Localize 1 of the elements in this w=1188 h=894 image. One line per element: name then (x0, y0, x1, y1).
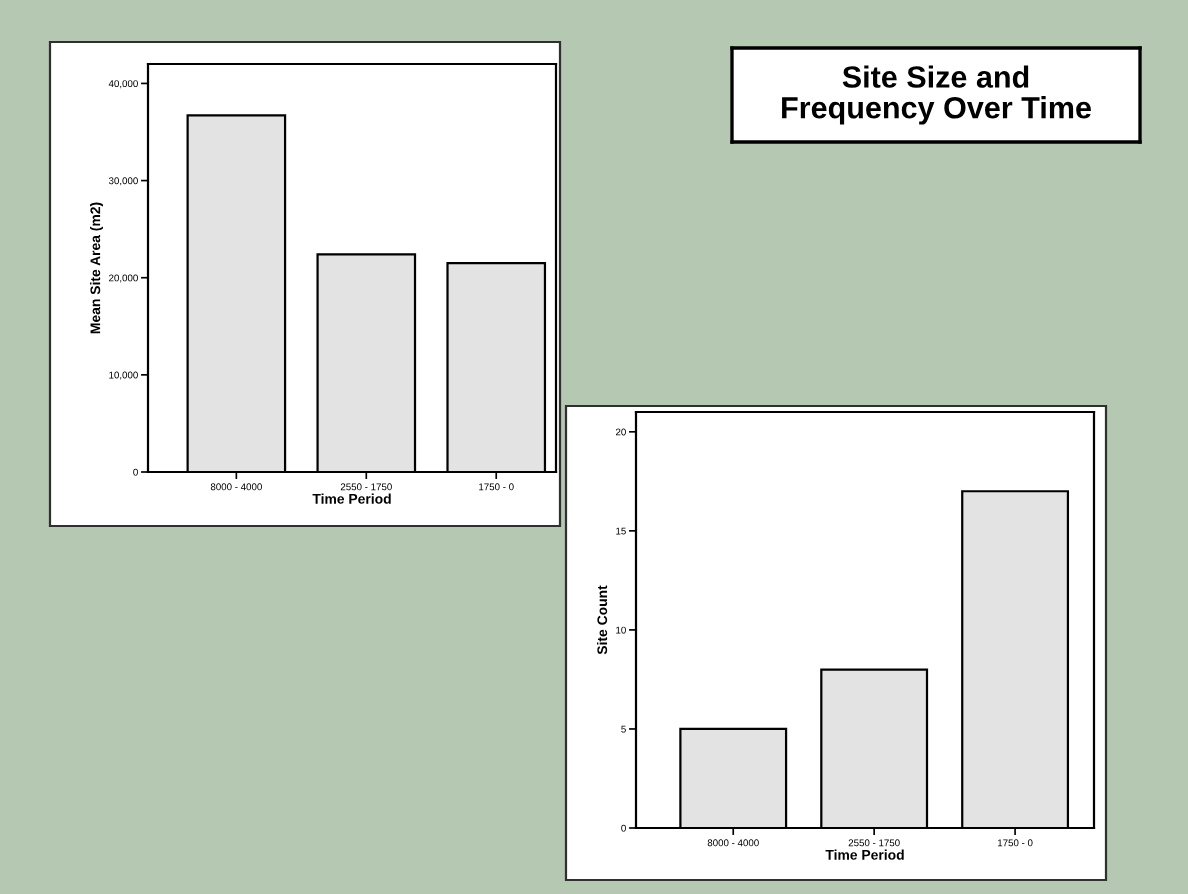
text: Site Size and Frequency Over Time (782, 65, 1091, 125)
